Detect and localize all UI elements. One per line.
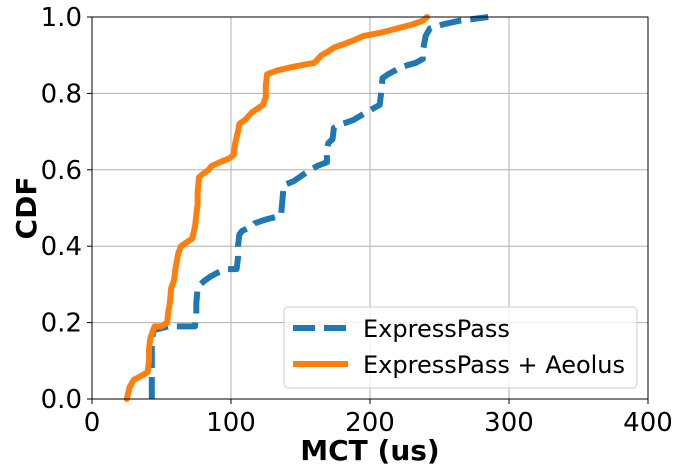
y-tick-label-5: 1.0 [41, 3, 82, 33]
y-tick-label-4: 0.8 [41, 79, 82, 109]
tick-labels: 0 100 200 300 400 0.0 0.2 0.4 0.6 0.8 1.0 [41, 3, 673, 438]
y-tick-label-1: 0.2 [41, 309, 82, 339]
x-tick-label-3: 300 [484, 408, 534, 438]
legend-label-expresspass-aeolus: ExpressPass + Aeolus [363, 351, 625, 379]
x-tick-label-1: 100 [206, 408, 256, 438]
y-tick-label-0: 0.0 [41, 385, 82, 415]
legend-box [283, 306, 638, 389]
y-tick-label-2: 0.4 [41, 232, 82, 262]
y-axis-title: CDF [10, 177, 43, 240]
series-line-1 [123, 14, 430, 402]
x-tick-label-4: 400 [623, 408, 673, 438]
legend-label-expresspass: ExpressPass [363, 315, 510, 343]
x-axis-title: MCT (us) [300, 434, 439, 467]
series-layer [123, 14, 489, 402]
x-tick-label-2: 200 [345, 408, 395, 438]
legend: ExpressPass ExpressPass + Aeolus [283, 306, 638, 389]
series-line-0 [148, 14, 489, 399]
x-tick-label-0: 0 [84, 408, 101, 438]
y-tick-label-3: 0.6 [41, 156, 82, 186]
